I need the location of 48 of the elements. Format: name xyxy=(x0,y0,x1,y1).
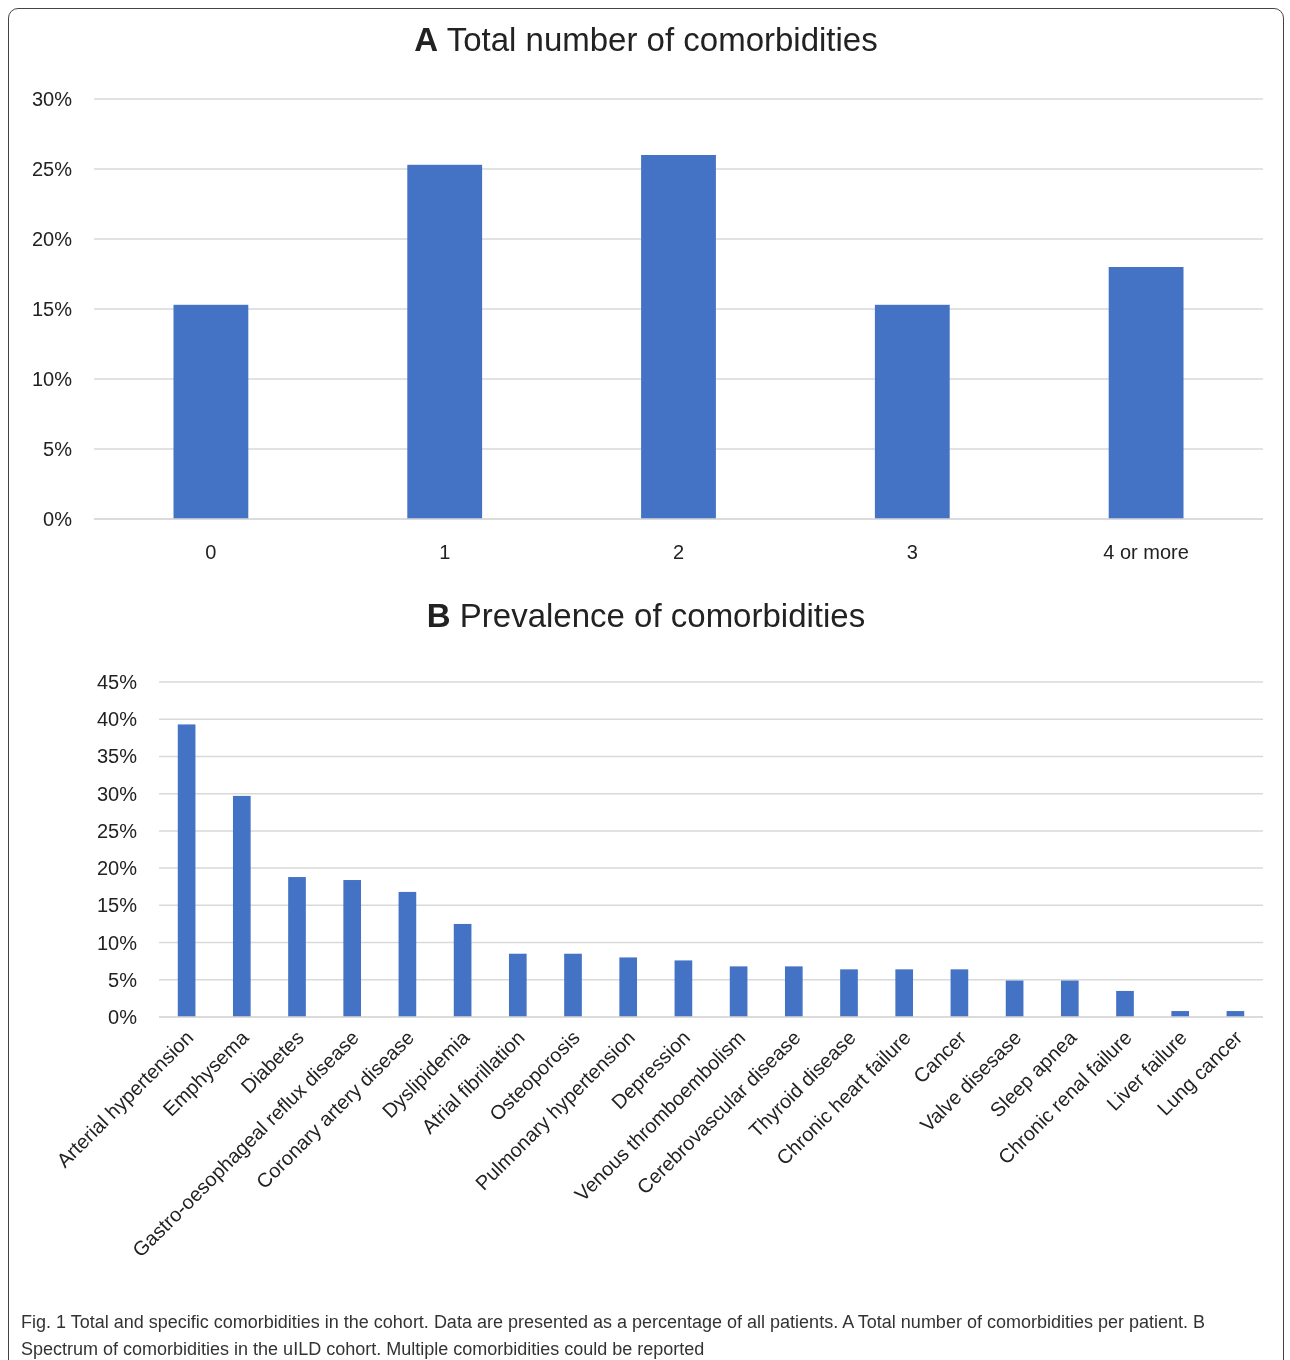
bar xyxy=(1060,980,1079,1017)
y-tick-label: 10% xyxy=(96,931,138,954)
y-tick-label: 20% xyxy=(96,857,138,880)
y-tick-label: 45% xyxy=(96,671,138,693)
y-tick-label: 25% xyxy=(31,158,73,180)
bar xyxy=(232,795,251,1017)
y-tick-label: 15% xyxy=(96,894,138,917)
y-tick-label: 40% xyxy=(96,708,138,731)
y-tick-label: 25% xyxy=(96,819,138,842)
y-tick-label: 5% xyxy=(43,438,73,460)
y-tick-label: 20% xyxy=(31,228,73,250)
y-tick-label: 35% xyxy=(96,745,138,768)
bar xyxy=(1116,990,1134,1017)
bar xyxy=(840,969,858,1017)
bar xyxy=(674,960,693,1017)
bar xyxy=(288,877,306,1017)
bar xyxy=(564,953,582,1017)
bar xyxy=(177,724,196,1017)
y-tick-label: 5% xyxy=(108,968,138,991)
y-tick-label: 0% xyxy=(43,508,73,530)
y-tick-label: 0% xyxy=(108,1006,138,1028)
y-tick-label: 10% xyxy=(31,368,73,390)
y-tick-label: 30% xyxy=(31,88,73,110)
bar xyxy=(950,969,969,1017)
x-tick-label: 2 xyxy=(672,541,685,563)
y-tick-label: 15% xyxy=(31,298,73,320)
chart-title: B Prevalence of comorbidities xyxy=(426,597,866,634)
bar xyxy=(173,304,249,519)
bar xyxy=(407,164,483,519)
bar xyxy=(343,880,362,1017)
bar xyxy=(1108,267,1184,519)
x-tick-label: 4 or more xyxy=(1103,541,1189,563)
bar xyxy=(874,304,950,519)
bar xyxy=(784,966,803,1017)
x-tick-label: 1 xyxy=(439,541,451,563)
bar xyxy=(453,923,472,1017)
bar xyxy=(398,891,417,1017)
x-tick-label: 3 xyxy=(906,541,918,563)
bar xyxy=(1005,980,1024,1017)
bar xyxy=(641,155,716,519)
caption: Fig. 1 Total and specific comorbidities in the cohort. Data are presented as a percentage of all patients. A Total number of comorbidities per patient. B Spectrum of comorbidities in the uILD cohort. Multiple comorbidities could be reported xyxy=(21,1311,1206,1360)
bar xyxy=(508,953,527,1017)
y-tick-label: 30% xyxy=(96,782,138,805)
bar xyxy=(729,966,748,1017)
bar xyxy=(895,969,914,1017)
x-tick-label: 0 xyxy=(205,541,217,563)
bar xyxy=(619,957,638,1017)
chart-title: A Total number of comorbidities xyxy=(414,21,878,58)
